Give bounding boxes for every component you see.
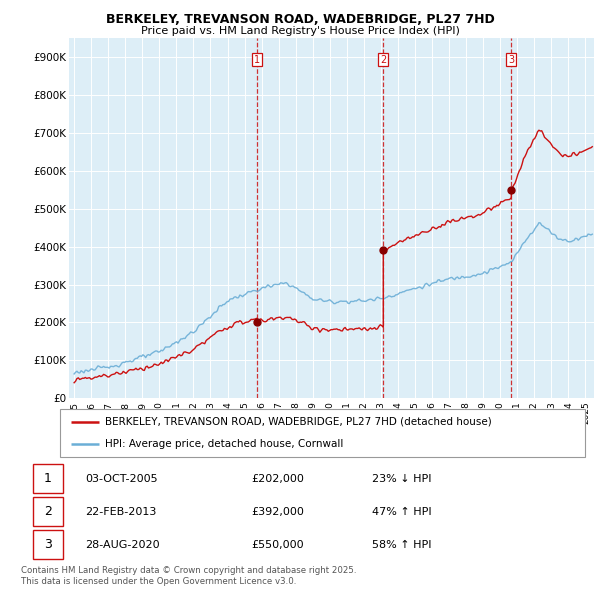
Text: 23% ↓ HPI: 23% ↓ HPI xyxy=(372,474,432,484)
Text: Contains HM Land Registry data © Crown copyright and database right 2025.
This d: Contains HM Land Registry data © Crown c… xyxy=(21,566,356,586)
Text: £392,000: £392,000 xyxy=(251,507,304,517)
Text: 03-OCT-2005: 03-OCT-2005 xyxy=(85,474,158,484)
Text: 47% ↑ HPI: 47% ↑ HPI xyxy=(372,507,432,517)
Text: HPI: Average price, detached house, Cornwall: HPI: Average price, detached house, Corn… xyxy=(104,439,343,449)
Text: 1: 1 xyxy=(254,54,260,64)
Text: 2: 2 xyxy=(44,505,52,519)
Text: £202,000: £202,000 xyxy=(251,474,304,484)
Text: 22-FEB-2013: 22-FEB-2013 xyxy=(85,507,157,517)
Text: 28-AUG-2020: 28-AUG-2020 xyxy=(85,540,160,550)
Text: BERKELEY, TREVANSON ROAD, WADEBRIDGE, PL27 7HD: BERKELEY, TREVANSON ROAD, WADEBRIDGE, PL… xyxy=(106,13,494,26)
Text: 3: 3 xyxy=(508,54,514,64)
Text: £550,000: £550,000 xyxy=(251,540,304,550)
Text: 1: 1 xyxy=(44,472,52,486)
Text: 58% ↑ HPI: 58% ↑ HPI xyxy=(372,540,432,550)
FancyBboxPatch shape xyxy=(33,530,63,559)
Text: 3: 3 xyxy=(44,538,52,552)
Text: 2: 2 xyxy=(380,54,386,64)
FancyBboxPatch shape xyxy=(33,497,63,526)
FancyBboxPatch shape xyxy=(60,409,585,457)
FancyBboxPatch shape xyxy=(33,464,63,493)
Text: BERKELEY, TREVANSON ROAD, WADEBRIDGE, PL27 7HD (detached house): BERKELEY, TREVANSON ROAD, WADEBRIDGE, PL… xyxy=(104,417,491,427)
Text: Price paid vs. HM Land Registry's House Price Index (HPI): Price paid vs. HM Land Registry's House … xyxy=(140,26,460,36)
